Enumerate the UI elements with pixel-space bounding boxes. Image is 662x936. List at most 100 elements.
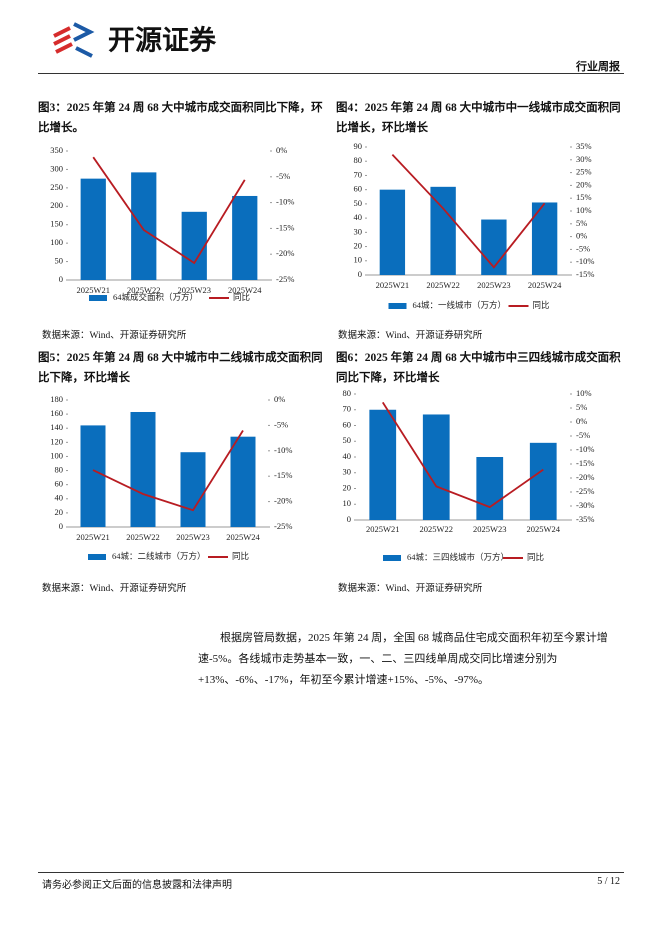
- legend-label: 同比: [232, 551, 249, 561]
- y2-tick-label: -20%: [276, 248, 294, 258]
- legend-swatch: [388, 303, 407, 309]
- paragraph: 根据房管局数据，2025 年第 24 周，全国 68 城商品住宅成交面积年初至今…: [198, 632, 608, 686]
- y2-tick-label: -10%: [276, 197, 294, 207]
- x-tick-label: 2025W23: [477, 280, 511, 290]
- x-tick-label: 2025W22: [126, 532, 160, 542]
- x-tick-label: 2025W21: [366, 524, 400, 534]
- y2-tick-label: 15%: [576, 192, 592, 202]
- y-tick-label: 60: [343, 419, 352, 429]
- y-tick-label: 160: [50, 408, 63, 418]
- y2-tick-label: 0%: [576, 416, 587, 426]
- logo: 开源证券: [53, 22, 217, 58]
- page-number: 5 / 12: [597, 876, 620, 887]
- chart: 0 50 100 150 200 250 300 350 0% -5% -10% -15% -20% -2…: [50, 145, 294, 302]
- x-tick-label: 2025W22: [127, 285, 161, 295]
- source: 数据来源：Wind、开源证券研究所: [42, 331, 187, 341]
- y2-tick-label: -15%: [274, 470, 292, 480]
- bar: [232, 195, 258, 280]
- x-tick-label: 2025W23: [177, 285, 211, 295]
- y2-tick-label: -30%: [576, 500, 594, 510]
- y-tick-label: 50: [343, 435, 352, 445]
- y-tick-label: 90: [354, 141, 363, 151]
- chart: 0 10 20 30 40 50 60 70 80 10% 5% 0% -5% -10% -15% -20% -…: [343, 388, 595, 562]
- y-tick-label: 140: [50, 422, 63, 432]
- y2-tick-label: -25%: [274, 521, 292, 531]
- x-tick-label: 2025W22: [419, 524, 453, 534]
- y-tick-label: 100: [50, 450, 63, 460]
- bar: [369, 409, 397, 520]
- y-tick-label: 70: [354, 169, 363, 179]
- bar: [80, 178, 106, 280]
- y2-tick-label: 10%: [576, 388, 592, 398]
- legend-label: 64城成交面积（万方）: [113, 292, 198, 302]
- footer-rule: [38, 872, 624, 873]
- source: 数据来源：Wind、开源证券研究所: [338, 331, 483, 341]
- legend-label: 同比: [533, 300, 550, 310]
- x-tick-label: 2025W24: [528, 280, 562, 290]
- bar: [481, 219, 507, 275]
- logo-text: 开源证券: [108, 25, 217, 57]
- x-tick-label: 2025W22: [426, 280, 460, 290]
- y-tick-label: 350: [50, 145, 63, 155]
- y2-tick-label: -5%: [576, 430, 590, 440]
- y-tick-label: 70: [343, 404, 352, 414]
- y2-tick-label: -25%: [276, 274, 294, 284]
- legend-label: 同比: [233, 292, 250, 302]
- y-tick-label: 20: [55, 507, 64, 517]
- figure-title: 图6：2025 年第 24 周 68 大中城市中三四线城市成交面积同比下降，环比…: [336, 352, 621, 384]
- bar: [379, 189, 406, 275]
- y-tick-label: 0: [347, 514, 351, 524]
- y2-tick-label: -25%: [576, 486, 594, 496]
- y-tick-label: 50: [354, 198, 363, 208]
- legend-swatch: [89, 295, 107, 301]
- y-tick-label: 0: [59, 274, 63, 284]
- figure-title: 图5：2025 年第 24 周 68 大中城市中二线城市成交面积同比下降，环比增…: [38, 352, 323, 384]
- x-tick-label: 2025W21: [76, 285, 110, 295]
- bar: [80, 425, 106, 527]
- y-tick-label: 250: [50, 182, 63, 192]
- y-tick-label: 40: [55, 493, 64, 503]
- bar: [529, 442, 557, 520]
- x-tick-label: 2025W24: [226, 532, 260, 542]
- y2-tick-label: -35%: [576, 514, 594, 524]
- legend-label: 64城：一线城市（万方）: [413, 300, 507, 310]
- disclaimer: 请务必参阅正文后面的信息披露和法律声明: [42, 880, 232, 891]
- y2-tick-label: -5%: [274, 419, 288, 429]
- report-type: 行业周报: [576, 61, 620, 73]
- chart: 0 10 20 30 40 50 60 70 80 90 35% 30% 25% 20% 15% 10% 5% 0…: [354, 141, 595, 310]
- y-tick-label: 0: [358, 269, 362, 279]
- bar: [230, 436, 256, 527]
- y2-tick-label: -10%: [274, 445, 292, 455]
- y-tick-label: 10: [354, 255, 363, 265]
- x-tick-label: 2025W23: [473, 524, 507, 534]
- bar: [180, 452, 206, 527]
- y2-tick-label: -10%: [576, 256, 594, 266]
- y-tick-label: 40: [354, 212, 363, 222]
- y2-tick-label: 0%: [274, 394, 285, 404]
- line: [92, 430, 244, 512]
- bar: [181, 211, 207, 280]
- bar: [130, 411, 156, 527]
- source: 数据来源：Wind、开源证券研究所: [338, 584, 483, 594]
- y2-tick-label: -15%: [276, 222, 294, 232]
- x-tick-label: 2025W24: [228, 285, 262, 295]
- y2-tick-label: 10%: [576, 205, 592, 215]
- x-tick-label: 2025W24: [526, 524, 560, 534]
- y2-tick-label: 5%: [576, 218, 587, 228]
- y-tick-label: 30: [354, 226, 363, 236]
- bar: [422, 414, 450, 520]
- y2-tick-label: 0%: [576, 231, 587, 241]
- y-tick-label: 120: [50, 436, 63, 446]
- y2-tick-label: 35%: [576, 141, 592, 151]
- bar: [476, 457, 504, 520]
- legend-label: 同比: [527, 552, 544, 562]
- y-tick-label: 60: [55, 479, 64, 489]
- y-tick-label: 80: [354, 155, 363, 165]
- x-tick-label: 2025W23: [176, 532, 210, 542]
- bar: [430, 186, 456, 275]
- y2-tick-label: -20%: [576, 472, 594, 482]
- y2-tick-label: 20%: [576, 179, 592, 189]
- y2-tick-label: -5%: [576, 243, 590, 253]
- x-tick-label: 2025W21: [376, 280, 410, 290]
